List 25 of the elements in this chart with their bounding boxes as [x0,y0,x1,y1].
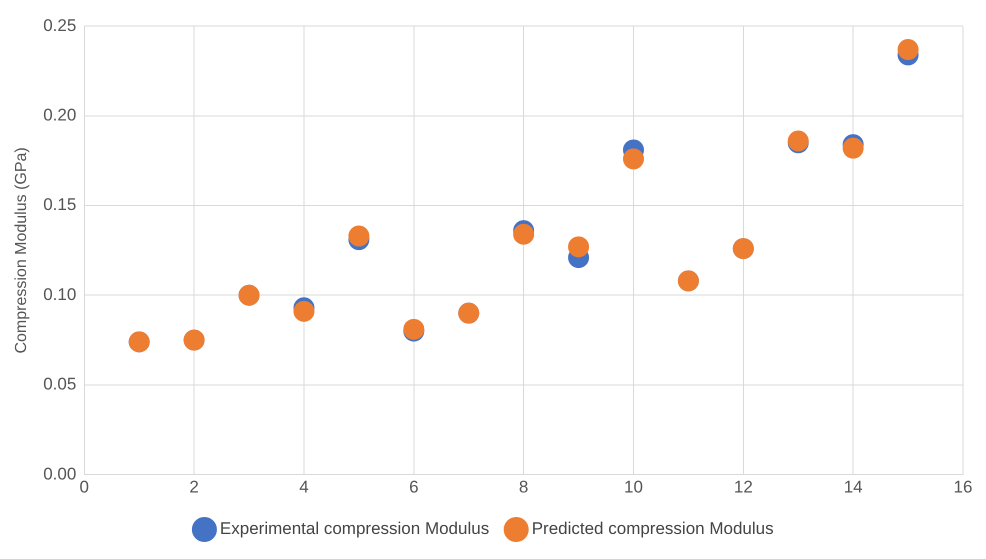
y-axis-title: Compression Modulus (GPa) [13,147,30,354]
y-tick-label: 0.15 [43,195,76,214]
y-tick-label: 0.05 [43,374,76,394]
x-tick-label: 2 [189,477,199,496]
legend-label: Predicted compression Modulus [532,519,774,538]
y-tick-label: 0.20 [43,106,76,125]
point [293,300,314,322]
x-tick-label: 4 [299,477,309,496]
x-tick-label: 0 [80,477,90,496]
x-tick-label: 10 [624,477,643,496]
legend-label: Experimental compression Modulus [220,519,490,538]
x-tick-label: 6 [409,477,419,496]
point [513,224,534,245]
x-tick-label: 16 [954,477,972,496]
y-tick-label: 0.25 [43,16,76,35]
x-tick-label: 14 [844,477,863,496]
x-tick-label: 12 [734,477,753,496]
point [842,138,864,159]
point [622,148,644,170]
point [568,236,590,258]
x-tick-label: 8 [518,477,528,496]
point [348,226,370,247]
y-tick-label: 0.10 [43,284,76,304]
y-tick-label: 0.00 [43,464,76,484]
point [898,39,919,60]
